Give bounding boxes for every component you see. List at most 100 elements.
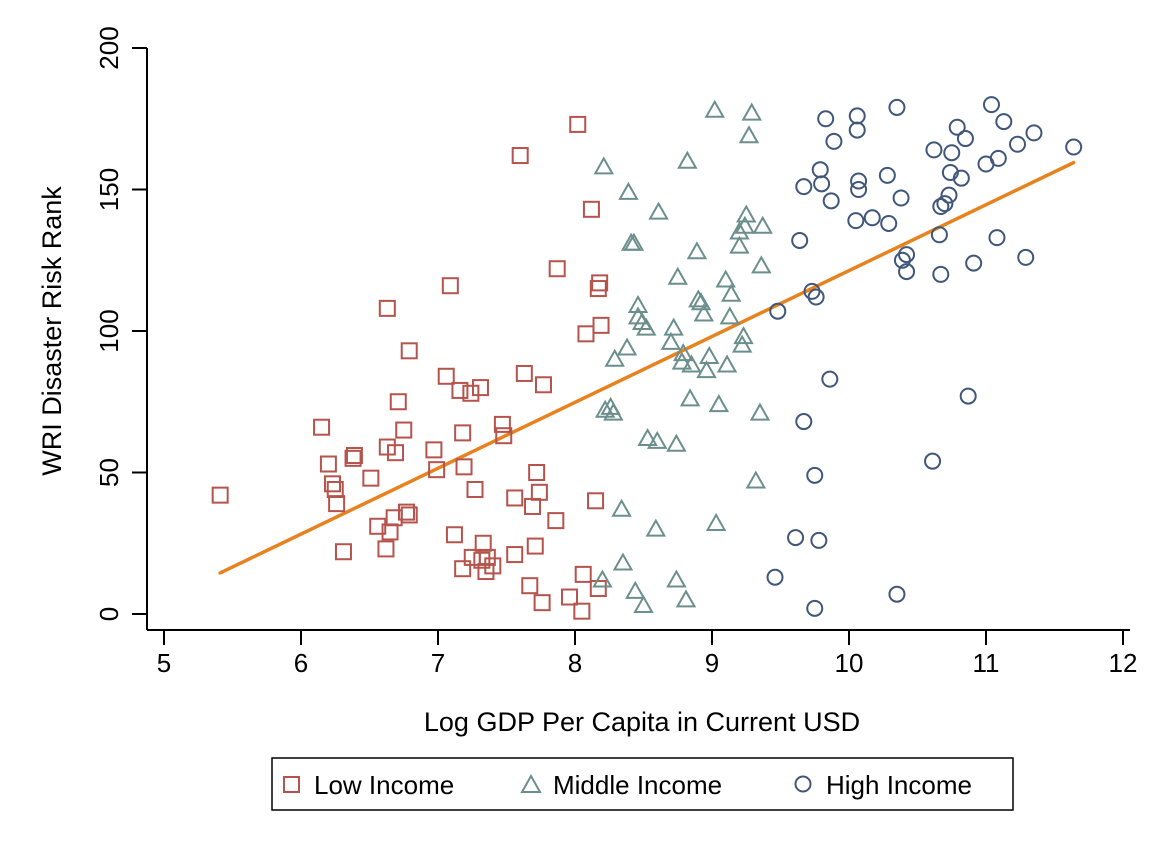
point-middle-income [648,201,669,220]
point-middle-income [708,394,730,413]
point-high-income [1017,248,1035,266]
point-low-income [441,277,459,295]
point-high-income [850,181,868,198]
point-low-income [319,455,337,473]
point-high-income [822,192,840,210]
point-high-income [965,254,983,272]
point-low-income [400,342,418,360]
y-tick-label: 100 [94,309,124,352]
point-middle-income [720,283,742,302]
point-middle-income [749,402,771,421]
point-high-income [806,466,824,484]
legend-marker-middle-income [520,773,542,793]
point-middle-income [618,181,639,200]
point-middle-income [741,102,762,121]
point-high-income [888,585,906,603]
point-low-income [400,506,418,524]
point-middle-income [616,337,638,356]
point-low-income [454,560,472,578]
point-low-income [428,461,446,479]
legend-label-middle-income: Middle Income [553,770,722,800]
legend-label-low-income: Low Income [314,770,454,800]
point-middle-income [623,232,645,251]
point-middle-income [736,204,757,223]
point-middle-income [686,241,708,260]
point-low-income [548,260,566,278]
point-low-income [344,449,362,467]
point-low-income [324,475,342,493]
point-middle-income [719,306,741,325]
legend-marker-low-income [283,776,300,793]
point-low-income [369,517,387,535]
point-high-income [863,209,881,227]
fit-line [218,160,1076,575]
x-tick-label: 6 [294,648,308,678]
point-middle-income [705,512,727,531]
point-middle-income [633,594,654,614]
legend-marker-high-income [794,775,812,793]
point-high-income [988,229,1006,247]
point-high-income [898,246,916,264]
point-middle-income [729,235,750,254]
point-middle-income [704,99,725,118]
point-low-income [313,418,331,436]
point-low-income [474,534,492,552]
point-high-income [880,214,898,232]
point-low-income [528,464,546,481]
legend: Low Income Middle Income High Income [271,757,1014,811]
point-middle-income [693,303,714,322]
point-low-income [484,557,502,575]
point-high-income [959,387,977,405]
point-middle-income [637,428,658,447]
point-low-income [506,546,524,564]
point-high-income [930,226,948,244]
point-high-income [1025,124,1043,142]
point-middle-income [745,470,767,489]
point-high-income [925,141,943,159]
point-low-income [389,393,407,411]
point-high-income [924,452,942,470]
point-low-income [582,200,600,218]
point-middle-income [716,354,738,373]
point-middle-income [666,433,687,452]
point-high-income [932,265,950,283]
point-middle-income [733,326,754,345]
point-high-income [936,195,954,213]
point-high-income [989,149,1007,167]
point-high-income [878,166,896,184]
point-high-income [821,370,839,388]
point-low-income [506,489,524,507]
point-low-income [574,565,592,583]
legend-box [271,757,1014,811]
x-tick-label: 10 [835,648,864,678]
point-middle-income [660,331,682,350]
point-high-income [806,599,824,617]
point-low-income [334,543,352,561]
point-low-income [387,444,405,462]
point-low-income [534,376,552,394]
y-tick-label: 200 [94,26,124,69]
point-high-income [948,118,966,136]
x-tick-label: 5 [157,648,171,678]
point-low-income [592,316,610,334]
point-middle-income [699,345,720,364]
point-middle-income [751,255,772,274]
point-middle-income [603,402,624,421]
point-high-income [995,113,1013,131]
point-low-income [533,594,551,612]
point-low-income [328,495,346,513]
point-middle-income [593,156,614,175]
point-high-income [982,96,1000,114]
point-low-income [493,415,511,433]
y-tick-label: 150 [94,168,124,211]
point-high-income [847,212,865,230]
point-high-income [888,98,906,116]
point-low-income [515,364,533,382]
point-low-income [589,280,607,298]
point-low-income [466,480,484,498]
point-middle-income [666,569,687,588]
point-low-income [437,367,455,385]
point-low-income [345,447,363,465]
point-high-income [791,231,809,249]
